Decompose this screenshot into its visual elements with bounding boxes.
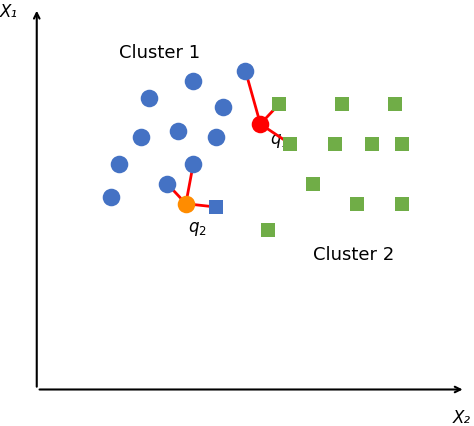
Point [212, 204, 219, 211]
Point [190, 78, 197, 85]
Point [190, 161, 197, 168]
Point [108, 194, 115, 201]
Text: X₂: X₂ [453, 408, 471, 426]
Point [212, 135, 219, 141]
Point [137, 135, 145, 141]
Point [242, 69, 249, 75]
Point [331, 141, 339, 148]
Point [115, 161, 123, 168]
Point [354, 201, 361, 207]
Point [309, 181, 316, 188]
Text: X₁: X₁ [0, 3, 18, 21]
Text: Cluster 1: Cluster 1 [119, 44, 200, 62]
Point [398, 141, 406, 148]
Point [164, 181, 171, 188]
Text: $q_2$: $q_2$ [188, 219, 207, 237]
Point [286, 141, 294, 148]
Point [264, 227, 272, 234]
Point [219, 105, 227, 112]
Point [391, 101, 398, 108]
Point [182, 201, 190, 207]
Point [256, 121, 264, 128]
Point [338, 101, 346, 108]
Point [145, 95, 152, 102]
Text: $q_1$: $q_1$ [270, 131, 289, 150]
Point [174, 128, 182, 135]
Point [275, 101, 283, 108]
Point [368, 141, 376, 148]
Text: Cluster 2: Cluster 2 [312, 246, 394, 264]
Point [398, 201, 406, 207]
